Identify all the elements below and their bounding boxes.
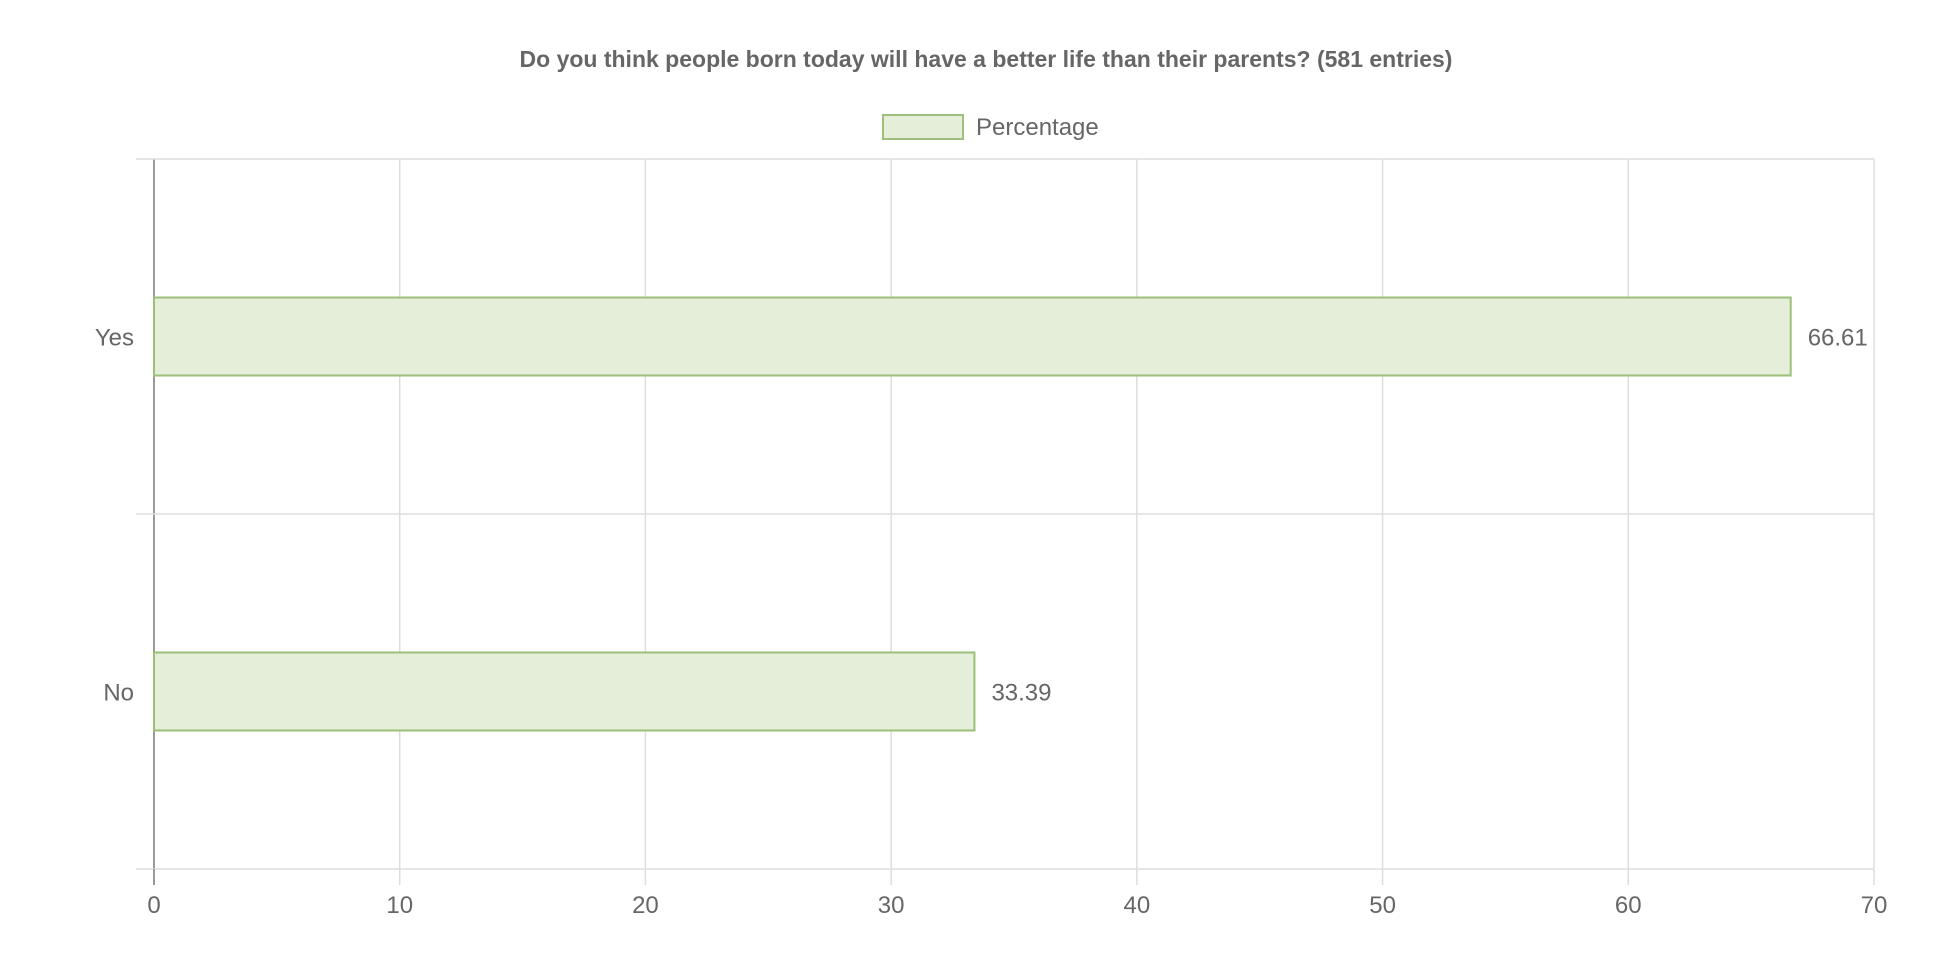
data-label-yes: 66.61 bbox=[1808, 325, 1868, 352]
bar-no[interactable] bbox=[153, 651, 976, 732]
bars: 66.61 33.39 bbox=[153, 296, 1868, 732]
x-axis-ticks: 0 10 20 30 40 50 60 70 bbox=[147, 892, 1887, 919]
x-tick-label: 50 bbox=[1369, 892, 1396, 919]
category-label-yes: Yes bbox=[95, 325, 134, 352]
grid bbox=[136, 158, 1875, 885]
x-tick-label: 40 bbox=[1124, 892, 1151, 919]
legend-label: Percentage bbox=[976, 114, 1099, 141]
x-tick-label: 10 bbox=[386, 892, 413, 919]
chart-title: Do you think people born today will have… bbox=[520, 46, 1453, 72]
x-tick-label: 20 bbox=[632, 892, 659, 919]
data-label-no: 33.39 bbox=[991, 680, 1051, 707]
legend[interactable]: Percentage bbox=[882, 114, 1099, 141]
x-tick-label: 0 bbox=[147, 892, 160, 919]
x-tick-label: 60 bbox=[1615, 892, 1642, 919]
bar-yes[interactable] bbox=[153, 296, 1792, 377]
y-axis-categories: Yes No bbox=[95, 325, 134, 707]
x-tick-label: 70 bbox=[1861, 892, 1888, 919]
x-tick-label: 30 bbox=[878, 892, 905, 919]
legend-swatch bbox=[882, 114, 964, 140]
category-label-no: No bbox=[103, 680, 134, 707]
